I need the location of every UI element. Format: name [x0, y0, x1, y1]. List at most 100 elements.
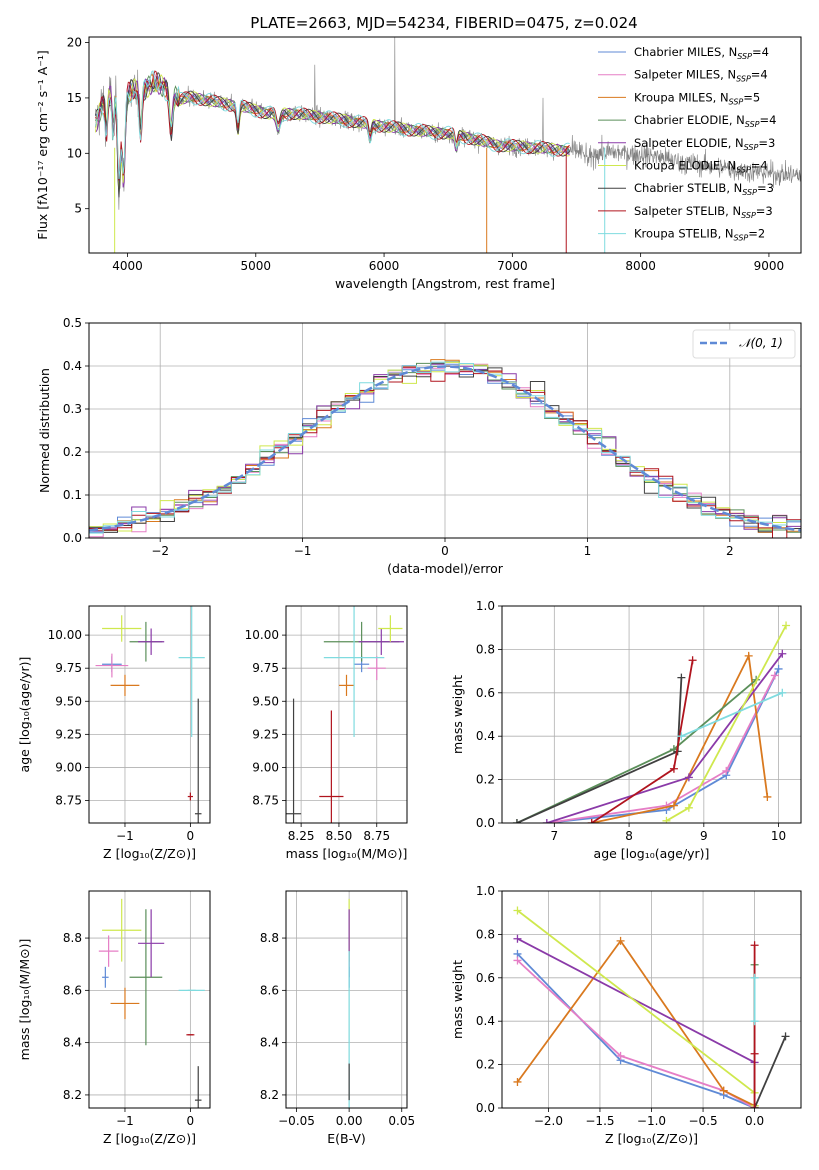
legend-label: Kroupa MILES, N — [634, 90, 729, 104]
series-marker — [750, 973, 759, 982]
panel-spectrum: 4000 5000 6000 7000 8000 9000 5 10 15 20 wavelengt… — [35, 36, 802, 291]
y-axis-label: age [log₁₀(age/yr)] — [17, 657, 32, 773]
x-axis-label: Z [log₁₀(Z/Z⊙)] — [103, 1131, 196, 1146]
series-salpeter-stelib — [750, 941, 759, 1108]
y-tick-label: 0.8 — [476, 642, 495, 656]
x-tick-label: 0 — [441, 544, 449, 558]
series-marker — [677, 673, 686, 682]
series-kroupa-elodie — [662, 621, 791, 823]
x-tick-label: −1.5 — [585, 1114, 614, 1128]
errorbar-salpeter-miles — [98, 935, 119, 967]
x-tick-label: 7000 — [497, 259, 528, 273]
legend-entry: 𝒩(0, 1) — [739, 336, 783, 350]
axes-frame — [88, 322, 802, 539]
y-tick-label: 0.0 — [476, 816, 495, 830]
plot-area — [89, 359, 801, 538]
y-axis-label: mass weight — [450, 960, 465, 1039]
y-tick-label: 5 — [74, 202, 82, 216]
series-chabrier-elodie — [512, 675, 761, 823]
x-tick-label: −2 — [151, 544, 169, 558]
x-tick-label: 9000 — [754, 259, 785, 273]
legend-count: =4 — [751, 68, 768, 82]
x-tick-label: 0.00 — [336, 1114, 363, 1128]
x-tick-label: 8.75 — [363, 829, 390, 843]
y-tick-label: 0.2 — [476, 1058, 495, 1072]
legend-label: Salpeter STELIB, N — [634, 204, 741, 218]
axes-frame — [285, 605, 408, 824]
legend-box — [692, 329, 796, 359]
series-marker — [662, 801, 671, 810]
errorbar-chabrier-elodie — [129, 909, 163, 1046]
series-marker — [778, 649, 787, 658]
series-marker — [616, 1051, 625, 1060]
y-tick-label: 0.4 — [476, 1014, 495, 1028]
errorbar-kroupa-stelib — [323, 606, 385, 737]
y-tick-label: 0.2 — [63, 445, 82, 459]
legend-count: =4 — [752, 45, 769, 59]
errorbar-chabrier-stelib — [194, 698, 202, 823]
series-marker — [688, 656, 697, 665]
axes-frame — [88, 605, 211, 824]
series-marker — [513, 906, 522, 915]
y-tick-label: 1.0 — [476, 884, 495, 898]
legend-entry: Chabrier STELIB, NSSP=3 — [634, 181, 774, 197]
y-axis-label: Flux [fλ10⁻¹⁷ erg cm⁻² s⁻¹ A⁻¹] — [35, 50, 50, 239]
errorbar-kroupa-elodie — [102, 615, 142, 642]
axes-frame — [501, 605, 802, 824]
series-chabrier-stelib — [512, 673, 686, 823]
legend-entry: Salpeter STELIB, NSSP=3 — [634, 204, 773, 220]
legend-subscript: SSP — [736, 166, 751, 175]
x-tick-label: 4000 — [112, 259, 143, 273]
y-axis-label: Normed distribution — [37, 368, 52, 493]
legend-label: Kroupa ELODIE, N — [634, 159, 736, 173]
legend-count: =4 — [751, 159, 768, 173]
series-marker — [542, 819, 551, 823]
legend-subscript: SSP — [745, 120, 760, 129]
series-marker — [781, 1032, 790, 1041]
series-line — [516, 959, 756, 1108]
histogram-salpeter-stelib — [89, 366, 801, 538]
y-tick-label: 0.6 — [476, 686, 495, 700]
y-axis-label: mass [log₁₀(M/M⊙)] — [17, 939, 32, 1061]
grid — [286, 891, 407, 1108]
x-tick-label: −1 — [116, 829, 134, 843]
legend-subscript: SSP — [737, 52, 752, 61]
y-axis-label: mass weight — [450, 675, 465, 754]
series-marker — [587, 819, 596, 823]
y-tick-label: 9.50 — [55, 694, 82, 708]
y-tick-label: 8.75 — [252, 794, 279, 808]
errorbar-kroupa-miles — [110, 987, 140, 1020]
y-tick-label: 0.1 — [63, 488, 82, 502]
panel-weight-vs-Z: −2.0 −1.5 −1.0 −0.5 0.0 0.0 0.2 0.4 0.6 0.8 1.0 Z [… — [450, 884, 802, 1146]
plot-area — [94, 37, 801, 253]
y-tick-label: 9.75 — [252, 661, 279, 675]
legend-label: Kroupa STELIB, N — [634, 227, 734, 241]
x-tick-label: 8.50 — [326, 829, 353, 843]
errorbar-kroupa-stelib — [178, 606, 205, 737]
y-tick-label: 0.6 — [476, 971, 495, 985]
series-marker — [512, 819, 521, 823]
x-tick-label: 8 — [625, 829, 633, 843]
y-tick-label: 8.2 — [260, 1088, 279, 1102]
x-axis-label: age [log₁₀(age/yr)] — [594, 846, 710, 861]
series-line — [666, 625, 787, 822]
series-marker — [719, 1086, 728, 1095]
y-tick-label: 10.00 — [245, 628, 279, 642]
legend-count: =2 — [748, 227, 765, 241]
legend-entry: Chabrier MILES, NSSP=4 — [634, 45, 769, 61]
series-marker — [684, 803, 693, 812]
y-tick-label: 9.50 — [252, 694, 279, 708]
series-marker — [750, 1017, 759, 1026]
series-marker — [669, 764, 678, 773]
x-axis-label: E(B-V) — [327, 1131, 366, 1146]
grid — [89, 891, 210, 1108]
series-line — [516, 677, 683, 823]
series-chabrier-stelib — [750, 1032, 790, 1108]
series-marker — [750, 941, 759, 950]
y-tick-label: 0.0 — [63, 531, 82, 545]
legend-subscript: SSP — [742, 188, 757, 197]
series-chabrier-miles — [542, 664, 783, 823]
legend-count: =3 — [757, 181, 774, 195]
x-tick-label: −0.5 — [688, 1114, 717, 1128]
